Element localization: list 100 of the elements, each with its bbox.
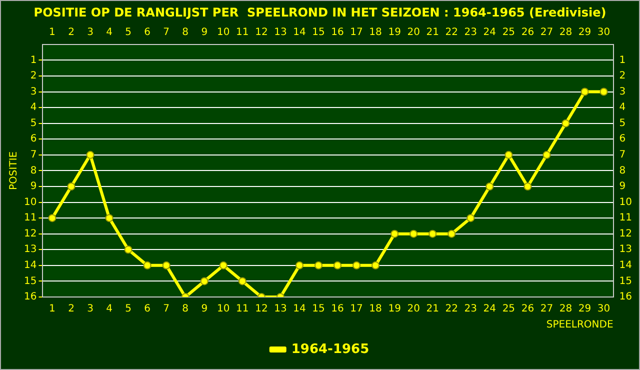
point (428, 230, 437, 238)
x-tick-label: 25 (502, 26, 516, 38)
point (562, 119, 570, 128)
x2-tick-label: 19 (388, 304, 401, 315)
x2-tick-label: 2 (68, 304, 74, 315)
x2-tick-label: 9 (201, 304, 208, 315)
x2-tick-label: 18 (369, 304, 382, 315)
x-tick-label: 13 (274, 26, 287, 38)
y2-tick-label: 3 (619, 86, 626, 98)
x2-tick-label: 25 (502, 304, 516, 315)
y2-tick-label: 2 (619, 70, 626, 82)
point (410, 230, 418, 238)
point (504, 150, 513, 159)
y-tick-label: 10 (24, 196, 37, 208)
x2-tick-label: 6 (144, 304, 151, 315)
x-tick-label: 30 (597, 26, 610, 38)
x2-tick-label: 30 (597, 304, 610, 315)
y-tick-label: 14 (24, 260, 37, 272)
x-tick-label: 28 (559, 26, 572, 38)
y2-tick-label: 11 (619, 212, 632, 224)
y2-tick-label: 9 (619, 181, 626, 192)
point (580, 88, 589, 96)
x-tick-label: 20 (407, 26, 420, 38)
y-tick-label: 4 (30, 102, 37, 114)
x-tick-label: 10 (217, 26, 230, 38)
y2-tick-label: 15 (619, 276, 632, 287)
point (238, 277, 246, 286)
x-tick-label: 26 (521, 26, 534, 38)
x-tick-label: 14 (293, 26, 306, 38)
y-tick-label: 3 (30, 86, 37, 98)
x2-tick-label: 17 (350, 304, 363, 315)
y-tick-label: 11 (24, 212, 37, 224)
point (486, 182, 494, 190)
y-tick-label: 1 (30, 54, 37, 66)
point (67, 182, 76, 190)
y-tick-label: 8 (30, 165, 37, 176)
x-tick-label: 16 (331, 26, 344, 38)
x2-tick-label: 27 (540, 304, 554, 315)
x-tick-label: 15 (312, 26, 325, 38)
x-tick-label: 5 (125, 26, 132, 38)
y-axis-title: POSITIE (8, 151, 20, 190)
x-tick-label: 17 (350, 26, 363, 38)
x2-tick-label: 13 (274, 304, 287, 315)
x-tick-label: 22 (445, 26, 458, 38)
point (86, 150, 94, 159)
y-tick-label: 15 (24, 276, 37, 287)
point (48, 214, 56, 222)
point (390, 230, 399, 238)
x2-tick-label: 8 (182, 304, 189, 315)
point (542, 150, 551, 159)
y-tick-label: 16 (24, 292, 37, 303)
x-tick-label: 2 (68, 26, 74, 38)
point (524, 182, 532, 190)
x2-tick-label: 7 (163, 304, 170, 315)
x2-tick-label: 1 (49, 304, 56, 315)
point (466, 214, 475, 222)
x-tick-label: 4 (106, 26, 112, 38)
x-tick-label: 11 (236, 26, 249, 38)
point (314, 261, 322, 270)
y-tick-label: 12 (24, 228, 37, 240)
y2-tick-label: 16 (619, 292, 632, 303)
point (124, 246, 132, 254)
x2-tick-label: 4 (106, 304, 112, 315)
x2-tick-label: 21 (426, 304, 439, 315)
y2-tick-label: 14 (619, 260, 632, 272)
x2-tick-label: 5 (125, 304, 132, 315)
x2-tick-label: 16 (331, 304, 344, 315)
x-tick-label: 21 (426, 26, 439, 38)
point (372, 261, 380, 270)
y2-tick-label: 7 (619, 150, 626, 161)
x-tick-label: 19 (388, 26, 401, 38)
x2-tick-label: 26 (521, 304, 534, 315)
chart-title: POSITIE OP DE RANGLIJST PER SPEELROND IN HET SEIZOEN : 1964-1965 (Eredivisie) (34, 5, 606, 20)
x-tick-label: 8 (182, 26, 189, 38)
x-tick-label: 6 (144, 26, 151, 38)
y-tick-label: 7 (30, 150, 37, 161)
y2-tick-label: 6 (619, 134, 626, 145)
point (334, 261, 342, 270)
y2-tick-label: 4 (619, 102, 626, 114)
x2-tick-label: 23 (464, 304, 478, 315)
point (143, 261, 152, 270)
x2-tick-label: 20 (407, 304, 420, 315)
y-tick-label: 6 (30, 134, 37, 145)
x2-tick-label: 24 (483, 304, 496, 315)
x-tick-label: 29 (578, 26, 592, 38)
x-tick-label: 12 (255, 26, 268, 38)
point (219, 261, 228, 270)
x-axis-title: SPEELRONDE (546, 320, 614, 331)
x-tick-label: 23 (464, 26, 478, 38)
x-tick-label: 9 (201, 26, 208, 38)
x2-tick-label: 14 (293, 304, 306, 315)
y-tick-label: 13 (24, 244, 37, 256)
point (295, 261, 304, 270)
x2-tick-label: 11 (236, 304, 249, 315)
x2-tick-label: 3 (87, 304, 94, 315)
point (105, 214, 114, 222)
y2-tick-label: 1 (619, 54, 626, 66)
x2-tick-label: 15 (312, 304, 325, 315)
point (162, 261, 170, 270)
y2-tick-label: 5 (619, 118, 626, 129)
